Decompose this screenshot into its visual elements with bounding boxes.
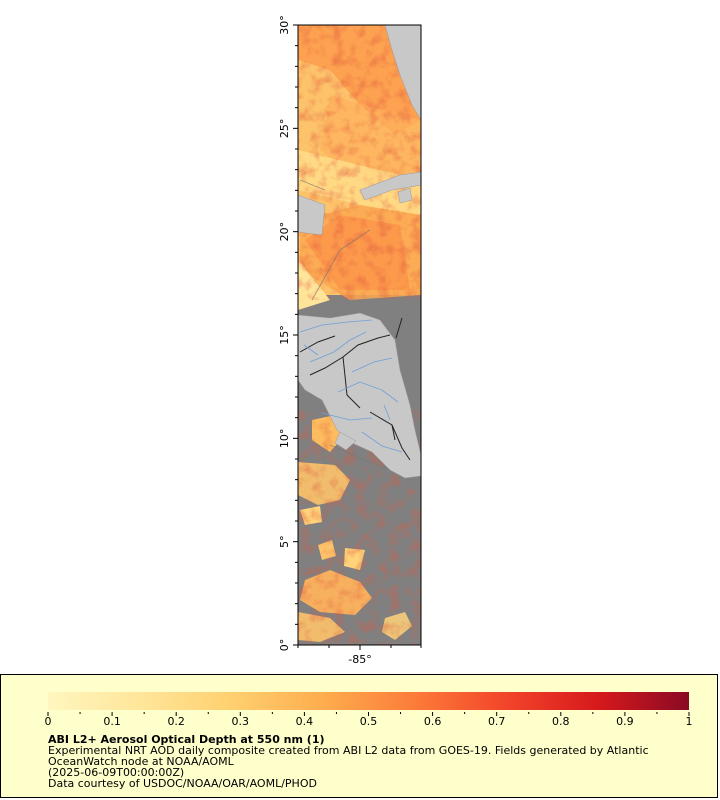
colorbar-tick-label: 0.4 [296,715,314,728]
legend-date: (2025-06-09T00:00:00Z) [48,766,185,779]
legend-description-line2: OceanWatch node at NOAA/AOML [48,755,234,768]
lon-tick-label: -85° [348,653,371,666]
colorbar-tick-label: 1 [686,715,693,728]
lat-tick-label: 20° [278,222,291,242]
colorbar-tick-label: 0.8 [552,715,570,728]
rivers [299,319,403,453]
colorbar-tick-label: 0 [45,715,52,728]
colorbar-ticks: 0 0.1 0.2 0.3 0.4 0.5 0.6 0.7 0.8 0.9 1 [45,712,693,728]
lat-tick-label: 25° [278,119,291,139]
latitude-ticks: 0° 5° 10° 15° 20° 25° 30° [278,15,298,651]
colorbar-tick-label: 0.3 [232,715,250,728]
colorbar-tick-label: 0.2 [167,715,185,728]
country-borders [299,317,411,461]
lat-tick-label: 0° [278,639,291,652]
colorbar-gradient [48,692,689,710]
legend-description-line1: Experimental NRT AOD daily composite cre… [48,744,649,757]
colorbar-tick-label: 0.1 [103,715,121,728]
lat-tick-label: 30° [278,15,291,35]
lat-tick-label: 5° [278,535,291,548]
legend-title: ABI L2+ Aerosol Optical Depth at 550 nm … [48,733,325,746]
legend-panel: 0 0.1 0.2 0.3 0.4 0.5 0.6 0.7 0.8 0.9 1 ABI L2+ Ae… [0,674,718,798]
colorbar-tick-label: 0.5 [360,715,378,728]
lat-tick-label: 15° [278,325,291,345]
colorbar-tick-label: 0.7 [488,715,506,728]
state-lines [299,179,391,471]
colorbar-tick-label: 0.9 [616,715,634,728]
map-figure: 0° 5° 10° 15° 20° 25° 30° -85° [278,15,422,666]
lat-tick-label: 10° [278,429,291,449]
legend-credit: Data courtesy of USDOC/NOAA/OAR/AOML/PHO… [48,777,317,790]
longitude-ticks: -85° [297,645,422,666]
colorbar-tick-label: 0.6 [424,715,442,728]
colorbar: 0 0.1 0.2 0.3 0.4 0.5 0.6 0.7 0.8 0.9 1 [45,692,693,728]
map-plot [298,25,421,645]
